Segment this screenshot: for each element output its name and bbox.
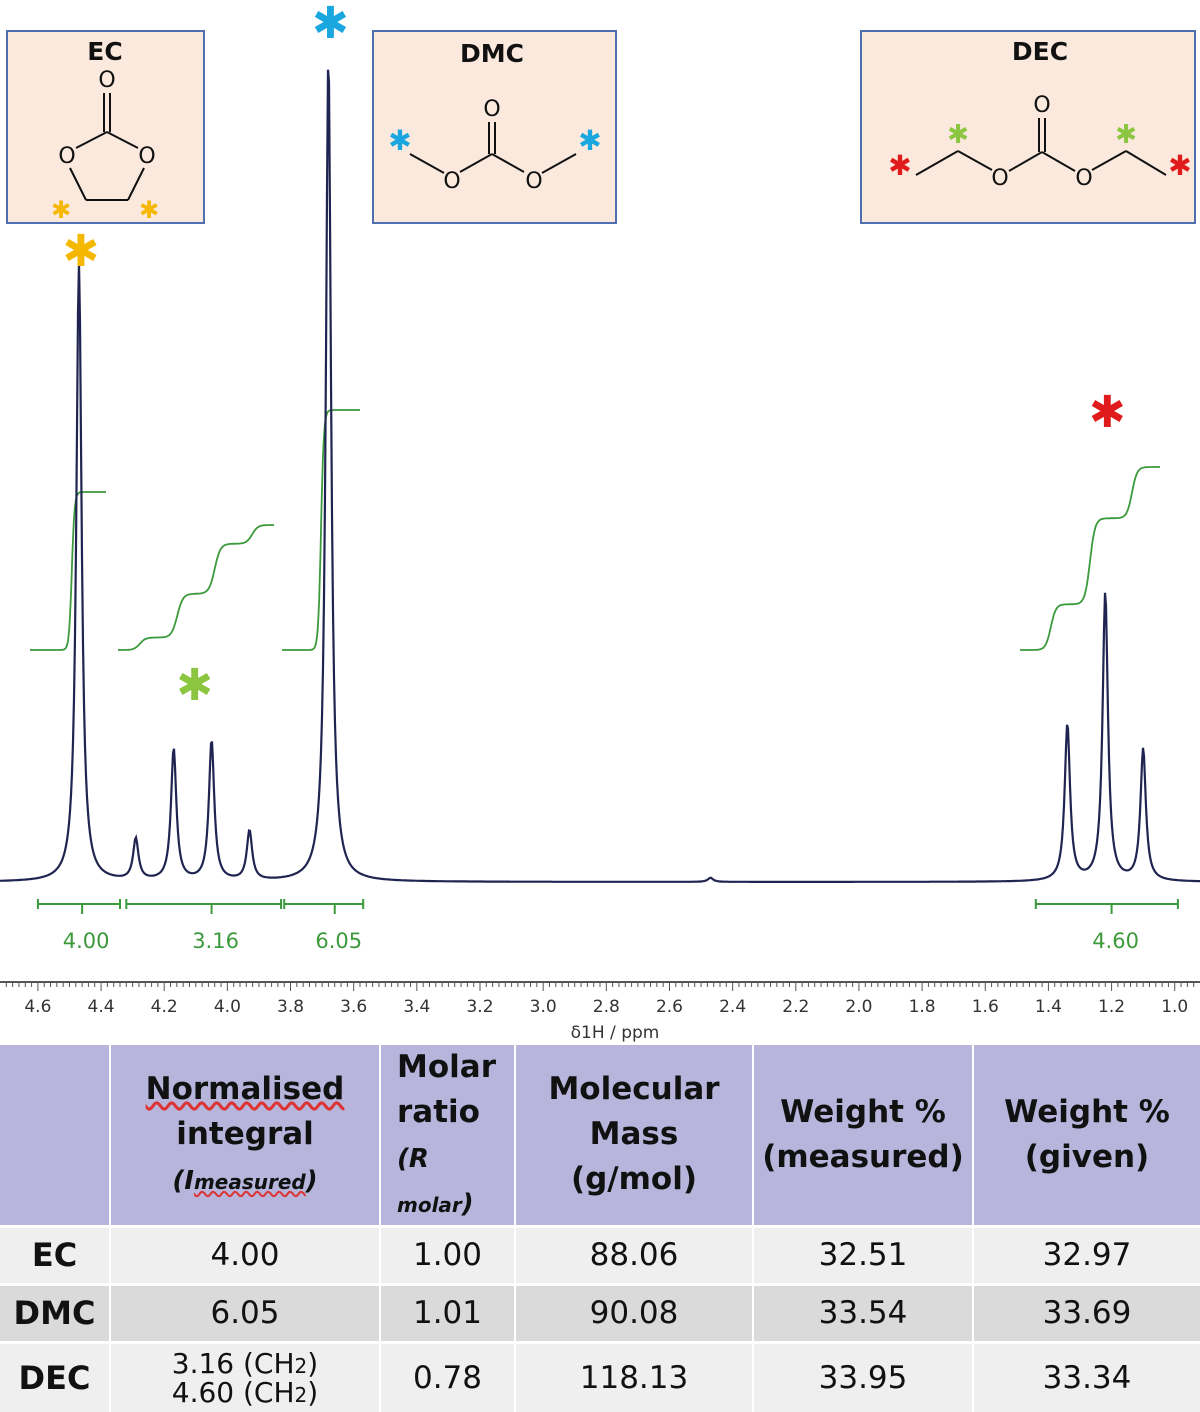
dmc-marker-right: ✱ — [578, 124, 601, 157]
integral-curve-2 — [282, 409, 360, 651]
integral-value-3: 4.60 — [1092, 929, 1139, 953]
integral-curve-3 — [1020, 466, 1160, 651]
cell-wt-given-ec: 32.97 — [972, 1224, 1200, 1285]
cell-integral-dec: 3.16 (CH2) 4.60 (CH2) — [109, 1340, 380, 1412]
x-tick-label: 2.0 — [845, 997, 872, 1017]
dec-ester-oxygen-left: O — [991, 166, 1008, 191]
cell-wt-measured-dmc: 33.54 — [752, 1282, 973, 1343]
cell-ratio-dmc: 1.01 — [379, 1282, 515, 1343]
cell-wt-given-dec: 33.34 — [972, 1340, 1200, 1412]
integral-value-1: 3.16 — [192, 929, 239, 953]
x-tick-label: 2.2 — [782, 997, 809, 1017]
row-label-ec: EC — [0, 1224, 110, 1285]
ec-structure: EC O O O ✱ ✱ — [51, 37, 159, 224]
cell-integral-ec: 4.00 — [109, 1224, 380, 1285]
x-tick-label: 1.0 — [1161, 997, 1188, 1017]
peak-marker-3: ✱ — [1089, 387, 1126, 438]
ec-marker-right: ✱ — [139, 196, 159, 222]
dec-ester-oxygen-right: O — [1075, 166, 1092, 191]
x-tick-label: 4.4 — [88, 997, 115, 1017]
x-tick-label: 1.8 — [909, 997, 936, 1017]
dec-carbonyl-oxygen: O — [1033, 93, 1050, 118]
quantification-table: Normalised integral (Imeasured) Molar ra… — [0, 1045, 1200, 1412]
dmc-ester-oxygen-right: O — [525, 169, 542, 194]
integral-curve-1 — [118, 524, 274, 651]
x-tick-label: 4.6 — [24, 997, 51, 1017]
x-tick-label: 2.6 — [656, 997, 683, 1017]
dmc-structure: DMC O O O ✱ ✱ — [388, 39, 601, 194]
integral-value-0: 4.00 — [63, 929, 110, 953]
peak-marker-1: ✱ — [312, 0, 349, 49]
peak-marker-0: ✱ — [63, 226, 100, 277]
table-header-row: Normalised integral (Imeasured) Molar ra… — [0, 1045, 1200, 1227]
ec-ring-oxygen-right: O — [138, 144, 155, 169]
dec-ch3-marker-left: ✱ — [888, 149, 911, 182]
cell-wt-measured-dec: 33.95 — [752, 1340, 973, 1412]
cell-wt-measured-ec: 32.51 — [752, 1224, 973, 1285]
x-tick-label: 4.2 — [151, 997, 178, 1017]
ec-ring-oxygen-left: O — [58, 144, 75, 169]
cell-ratio-ec: 1.00 — [379, 1224, 515, 1285]
x-axis-label: δ1H / ppm — [571, 1023, 660, 1043]
header-normalised-integral: Normalised integral (Imeasured) — [109, 1045, 380, 1227]
table-row-dmc: DMC 6.05 1.01 90.08 33.54 33.69 — [0, 1282, 1200, 1343]
x-tick-label: 3.6 — [340, 997, 367, 1017]
integral-curve-0 — [30, 491, 106, 651]
peak-markers: ✱ ✱ ✱ ✱ — [63, 0, 1126, 711]
x-tick-label: 3.4 — [403, 997, 430, 1017]
header-molecular-mass: Molecular Mass (g/mol) — [514, 1045, 753, 1227]
peak-marker-2: ✱ — [176, 660, 213, 711]
x-tick-label: 1.6 — [972, 997, 999, 1017]
spectrum-line — [0, 69, 1200, 883]
cell-mass-dec: 118.13 — [514, 1340, 753, 1412]
header-blank — [0, 1045, 110, 1227]
dec-ch2-marker-right: ✱ — [1115, 120, 1137, 150]
cell-integral-dmc: 6.05 — [109, 1282, 380, 1343]
header-weight-given: Weight % (given) — [972, 1045, 1200, 1227]
x-tick-label: 1.2 — [1098, 997, 1125, 1017]
row-label-dmc: DMC — [0, 1282, 110, 1343]
x-tick-label: 3.2 — [466, 997, 493, 1017]
cell-wt-given-dmc: 33.69 — [972, 1282, 1200, 1343]
x-tick-label: 3.8 — [277, 997, 304, 1017]
integral-value-2: 6.05 — [315, 929, 362, 953]
integral-brackets: 4.00 3.16 6.05 4.60 — [36, 899, 1179, 953]
header-molar-ratio: Molar ratio (R molar) — [379, 1045, 515, 1227]
dec-ch2-marker-left: ✱ — [947, 120, 969, 150]
dmc-carbonyl-oxygen: O — [483, 97, 500, 122]
dmc-name: DMC — [460, 39, 524, 68]
cell-mass-dmc: 90.08 — [514, 1282, 753, 1343]
ec-carbonyl-oxygen: O — [98, 68, 115, 93]
x-tick-label: 2.4 — [719, 997, 746, 1017]
dec-structure-box: DEC O O O ✱ ✱ ✱ ✱ — [860, 30, 1196, 224]
dmc-ester-oxygen-left: O — [443, 169, 460, 194]
row-label-dec: DEC — [0, 1340, 110, 1412]
dec-ch3-marker-right: ✱ — [1168, 149, 1191, 182]
table-row-ec: EC 4.00 1.00 88.06 32.51 32.97 — [0, 1224, 1200, 1285]
nmr-spectrum-chart: 4.00 3.16 6.05 4.60 ✱ ✱ ✱ ✱ 4.6 4.4 4.2 4.0 3.8 3.6… — [0, 0, 1200, 1043]
x-tick-label: 3.0 — [530, 997, 557, 1017]
dmc-marker-left: ✱ — [388, 124, 411, 157]
ec-structure-box: EC O O O ✱ ✱ — [6, 30, 205, 224]
cell-mass-ec: 88.06 — [514, 1224, 753, 1285]
dec-name: DEC — [1012, 37, 1068, 66]
dec-structure: DEC O O O ✱ ✱ ✱ ✱ — [888, 37, 1191, 191]
table-row-dec: DEC 3.16 (CH2) 4.60 (CH2) 0.78 118.13 33… — [0, 1340, 1200, 1412]
x-axis: 4.6 4.4 4.2 4.0 3.8 3.6 3.4 3.2 3.0 2.8 2.6 2.4 2.2 2… — [0, 981, 1200, 1017]
x-tick-label: 2.8 — [593, 997, 620, 1017]
header-weight-measured: Weight % (measured) — [752, 1045, 973, 1227]
ec-marker-left: ✱ — [51, 196, 71, 222]
dmc-structure-box: DMC O O O ✱ ✱ — [372, 30, 617, 224]
x-tick-label: 4.0 — [214, 997, 241, 1017]
x-tick-label: 1.4 — [1035, 997, 1062, 1017]
cell-ratio-dec: 0.78 — [379, 1340, 515, 1412]
integral-curves — [30, 409, 1160, 651]
ec-name: EC — [87, 37, 122, 66]
